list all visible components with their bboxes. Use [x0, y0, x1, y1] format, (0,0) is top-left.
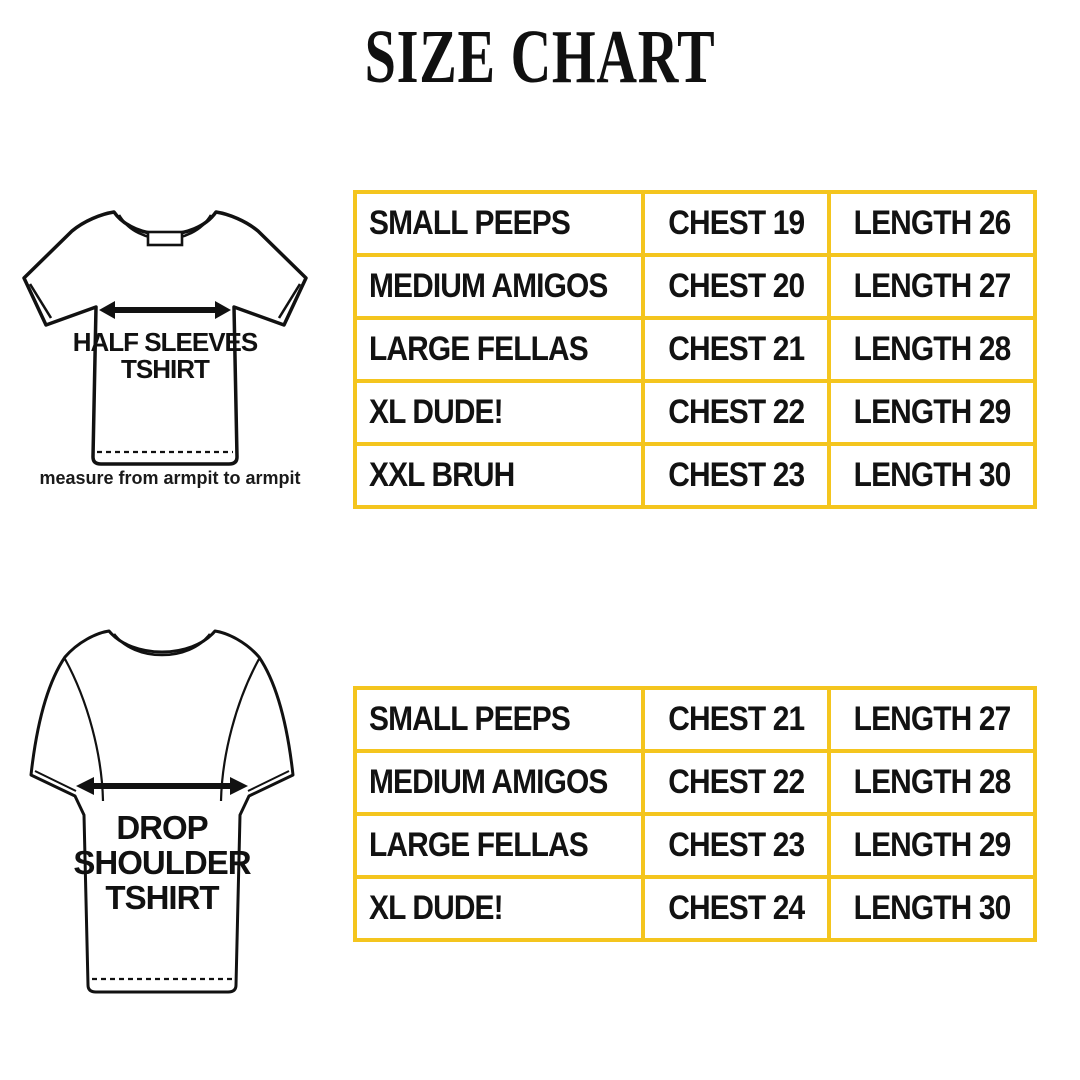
- neck-label-tag: [146, 230, 184, 247]
- length-cell: LENGTH 29: [827, 812, 1037, 879]
- size-cell: SMALL PEEPS: [353, 686, 645, 753]
- length-cell: LENGTH 30: [827, 442, 1037, 509]
- tshirt-outline: [29, 629, 295, 994]
- right-cuff-line: [277, 283, 302, 319]
- size-row: SMALL PEEPS CHEST 21 LENGTH 27: [353, 686, 1037, 753]
- size-cell: LARGE FELLAS: [353, 316, 645, 383]
- chest-measure-arrow-icon: [76, 777, 248, 795]
- length-cell: LENGTH 29: [827, 379, 1037, 446]
- length-cell: LENGTH 26: [827, 190, 1037, 257]
- length-cell: LENGTH 27: [827, 253, 1037, 320]
- page-title-text: SIZE CHART: [364, 15, 716, 99]
- measure-caption: measure from armpit to armpit: [39, 468, 301, 488]
- size-row: MEDIUM AMIGOS CHEST 22 LENGTH 28: [353, 749, 1037, 816]
- left-cuff-line: [34, 770, 77, 792]
- size-row: SMALL PEEPS CHEST 19 LENGTH 26: [353, 190, 1037, 257]
- half-sleeves-label-line1: HALF SLEEVES: [73, 327, 258, 357]
- size-row: XL DUDE! CHEST 24 LENGTH 30: [353, 875, 1037, 942]
- length-cell: LENGTH 28: [827, 316, 1037, 383]
- length-cell: LENGTH 27: [827, 686, 1037, 753]
- chest-cell: CHEST 22: [641, 749, 831, 816]
- drop-shoulder-label-line1: DROP: [116, 809, 207, 846]
- left-cuff-line: [28, 283, 53, 319]
- size-cell: XL DUDE!: [353, 379, 645, 446]
- drop-shoulder-label-line3: TSHIRT: [105, 879, 219, 916]
- tshirt-outline: [22, 210, 308, 466]
- chest-cell: CHEST 23: [641, 442, 831, 509]
- right-cuff-line: [247, 770, 290, 792]
- chest-measure-arrow-icon: [99, 301, 231, 319]
- chest-cell: CHEST 23: [641, 812, 831, 879]
- chest-cell: CHEST 21: [641, 686, 831, 753]
- chest-cell: CHEST 20: [641, 253, 831, 320]
- chest-cell: CHEST 24: [641, 875, 831, 942]
- half-sleeves-size-table: SMALL PEEPS CHEST 19 LENGTH 26 MEDIUM AM…: [353, 190, 1037, 509]
- size-row: XL DUDE! CHEST 22 LENGTH 29: [353, 379, 1037, 446]
- size-cell: LARGE FELLAS: [353, 812, 645, 879]
- size-row: MEDIUM AMIGOS CHEST 20 LENGTH 27: [353, 253, 1037, 320]
- drop-shoulder-tshirt-drawing: DROP SHOULDER TSHIRT: [29, 629, 295, 994]
- size-row: LARGE FELLAS CHEST 21 LENGTH 28: [353, 316, 1037, 383]
- drop-shoulder-tshirt-illustration: DROP SHOULDER TSHIRT: [12, 615, 312, 1005]
- chest-cell: CHEST 22: [641, 379, 831, 446]
- chest-cell: CHEST 21: [641, 316, 831, 383]
- drop-shoulder-label-line2: SHOULDER: [73, 844, 251, 881]
- collar-inner-line: [112, 633, 212, 657]
- size-row: LARGE FELLAS CHEST 23 LENGTH 29: [353, 812, 1037, 879]
- chest-cell: CHEST 19: [641, 190, 831, 257]
- size-cell: XXL BRUH: [353, 442, 645, 509]
- size-row: XXL BRUH CHEST 23 LENGTH 30: [353, 442, 1037, 509]
- half-sleeves-label-line2: TSHIRT: [121, 354, 210, 384]
- length-cell: LENGTH 28: [827, 749, 1037, 816]
- page-title: SIZE CHART: [0, 14, 1080, 101]
- size-cell: MEDIUM AMIGOS: [353, 749, 645, 816]
- length-cell: LENGTH 30: [827, 875, 1037, 942]
- size-cell: SMALL PEEPS: [353, 190, 645, 257]
- size-cell: MEDIUM AMIGOS: [353, 253, 645, 320]
- half-sleeves-tshirt-illustration: HALF SLEEVES TSHIRT: [15, 198, 315, 478]
- size-cell: XL DUDE!: [353, 875, 645, 942]
- half-sleeves-tshirt-drawing: HALF SLEEVES TSHIRT: [22, 210, 308, 466]
- drop-shoulder-size-table: SMALL PEEPS CHEST 21 LENGTH 27 MEDIUM AM…: [353, 686, 1037, 942]
